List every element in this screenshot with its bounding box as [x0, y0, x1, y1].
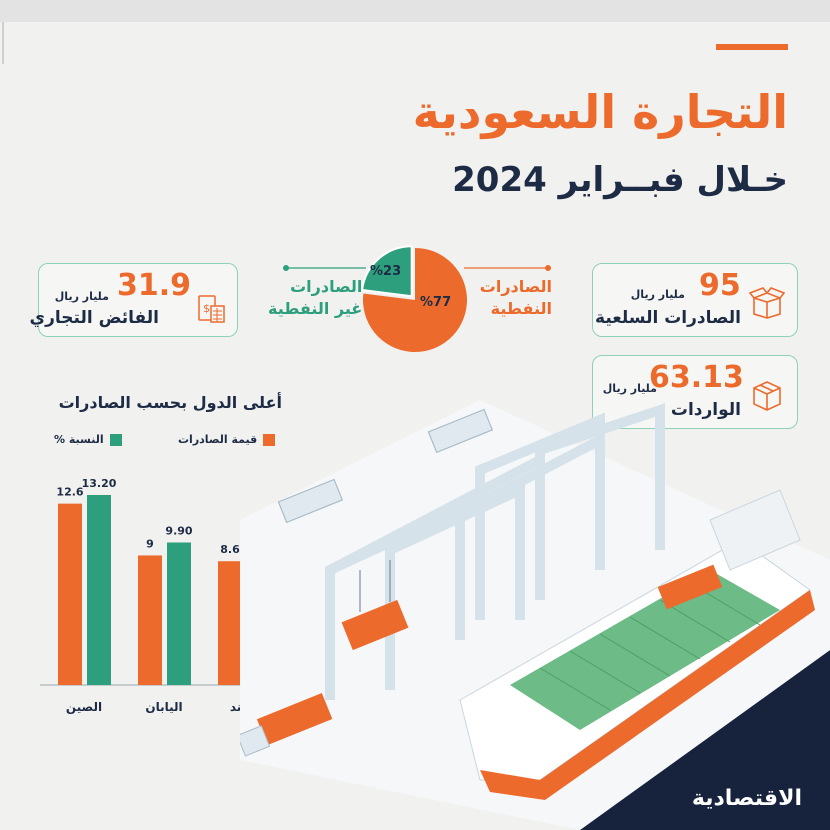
- non-oil-label-leader: [283, 265, 366, 271]
- non-oil-exports-label-line1: الصادرات: [290, 277, 363, 296]
- non-oil-exports-label: الصادرات غير النفطية: [268, 276, 362, 320]
- crane-icon: [325, 403, 665, 700]
- trade-surplus-label: الفائض التجاري: [29, 308, 159, 328]
- publisher-logo: الاقتصادية: [691, 786, 802, 811]
- commodity-exports-value: 95: [699, 268, 741, 303]
- legend-share: النسبة %: [54, 433, 122, 446]
- category-label-0: الصين: [66, 700, 102, 714]
- commodity-exports-unit: مليار ريال: [630, 288, 685, 301]
- imports-unit: مليار ريال: [602, 382, 657, 395]
- data-label-share-1: 9.90: [165, 525, 192, 538]
- oil-exports-label-line1: الصادرات: [479, 277, 552, 296]
- pie-slice-non-oil: [360, 245, 413, 298]
- port-scene-illustration: [240, 400, 830, 830]
- oil-exports-label-line2: النفطية: [490, 299, 552, 318]
- pie-slice-oil: [363, 248, 467, 352]
- frame-edge: [0, 22, 4, 64]
- imports-label: الواردات: [670, 400, 741, 420]
- imports-value: 63.13: [649, 360, 744, 395]
- legend-export-value-label: قيمة الصادرات: [178, 433, 258, 446]
- non-oil-exports-label-line2: غير النفطية: [268, 299, 363, 318]
- data-label-share-0: 13.20: [82, 477, 117, 490]
- chart-title: أعلى الدول بحسب الصادرات: [58, 393, 282, 412]
- category-label-1: اليابان: [145, 700, 182, 714]
- box-icon: [749, 287, 785, 319]
- bar-export-value-2: [218, 561, 242, 685]
- legend-share-label: النسبة %: [54, 433, 104, 446]
- truck-icon: [240, 692, 333, 757]
- export-split-pie: [360, 245, 467, 352]
- bar-export-value-0: [58, 503, 82, 685]
- svg-text:$: $: [203, 302, 210, 315]
- non-oil-pct-label: %23: [370, 264, 402, 279]
- data-label-export-value-2: 8.6: [220, 543, 240, 556]
- oil-pct-label: %77: [420, 295, 452, 310]
- cargo-ship: [459, 489, 815, 800]
- trade-surplus-unit: مليار ريال: [54, 290, 109, 303]
- legend-export-value: قيمة الصادرات: [178, 433, 276, 446]
- page-title: التجارة السعودية: [412, 85, 788, 139]
- top-bar: [0, 0, 830, 22]
- invoice-icon: $: [198, 295, 225, 323]
- commodity-exports-card: 95 مليار ريال الصادرات السلعية: [592, 263, 798, 337]
- trade-surplus-card: 31.9 مليار ريال الفائض التجاري $: [30, 263, 238, 337]
- oil-label-leader: [464, 265, 551, 271]
- data-label-export-value-1: 9: [146, 537, 154, 550]
- data-label-export-value-0: 12.6: [56, 486, 83, 499]
- page-subtitle: خـلال فبــراير 2024: [452, 160, 788, 200]
- hanging-container-icon: [341, 560, 409, 651]
- oil-exports-label: الصادرات النفطية: [480, 276, 552, 320]
- commodity-exports-label: الصادرات السلعية: [595, 308, 741, 328]
- title-accent-line: [716, 44, 788, 50]
- package-icon: [753, 381, 781, 411]
- trade-surplus-value: 31.9: [117, 268, 192, 303]
- legend-swatch-orange: [263, 433, 276, 446]
- legend-swatch-green: [109, 433, 122, 446]
- bar-share-1: [167, 542, 191, 685]
- bar-share-0: [87, 495, 111, 685]
- bar-export-value-1: [138, 555, 162, 685]
